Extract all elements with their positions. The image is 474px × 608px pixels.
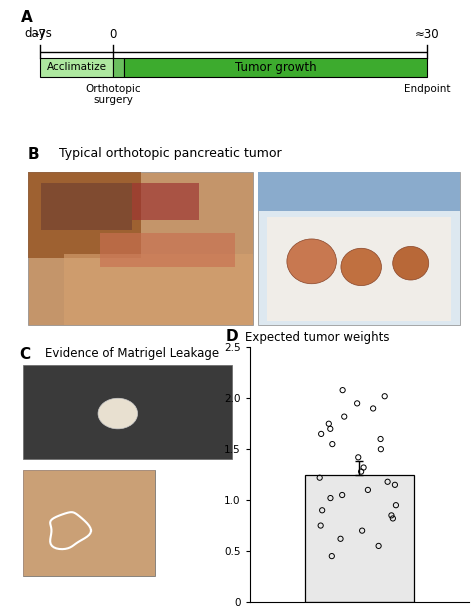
Text: Acclimatize: Acclimatize — [46, 62, 107, 72]
Text: D: D — [226, 330, 238, 344]
Bar — [132, 183, 199, 220]
Point — [357, 467, 365, 477]
Point — [391, 480, 399, 489]
Point — [388, 511, 395, 520]
Point — [316, 473, 323, 483]
Bar — [40, 58, 113, 77]
Point — [317, 520, 324, 530]
Bar — [23, 469, 155, 576]
Point — [325, 419, 333, 429]
Point — [327, 424, 334, 434]
Point — [327, 493, 334, 503]
Point — [339, 385, 346, 395]
Text: Endpoint: Endpoint — [404, 84, 451, 94]
Bar — [23, 365, 232, 460]
Bar — [267, 216, 451, 321]
Text: Typical orthotopic pancreatic tumor: Typical orthotopic pancreatic tumor — [60, 148, 282, 161]
Ellipse shape — [98, 398, 137, 429]
Ellipse shape — [287, 239, 337, 284]
Point — [338, 490, 346, 500]
Point — [377, 444, 384, 454]
Bar — [113, 58, 124, 77]
Text: B: B — [28, 148, 40, 162]
Point — [328, 439, 336, 449]
Ellipse shape — [392, 246, 429, 280]
Point — [360, 463, 367, 472]
Point — [340, 412, 348, 421]
Text: Expected tumor weights: Expected tumor weights — [245, 331, 389, 344]
Text: 0: 0 — [109, 29, 117, 41]
Point — [319, 505, 326, 515]
Point — [384, 477, 392, 486]
Point — [377, 434, 384, 444]
Ellipse shape — [341, 248, 382, 286]
Point — [318, 429, 325, 439]
Ellipse shape — [392, 246, 429, 280]
Bar — [304, 475, 414, 602]
Point — [355, 452, 362, 462]
Bar — [124, 58, 428, 77]
Text: Orthotopic
surgery: Orthotopic surgery — [85, 84, 141, 105]
Point — [389, 514, 397, 523]
Bar — [64, 254, 253, 325]
Bar — [258, 171, 460, 325]
Bar — [28, 171, 141, 258]
Point — [369, 404, 377, 413]
Text: -7: -7 — [34, 29, 46, 41]
Point — [337, 534, 344, 544]
Bar — [100, 233, 235, 267]
Point — [381, 392, 389, 401]
Bar — [23, 469, 155, 576]
Point — [392, 500, 400, 510]
Point — [353, 398, 361, 408]
Bar — [28, 171, 253, 325]
Text: Evidence of Matrigel Leakage: Evidence of Matrigel Leakage — [46, 347, 219, 361]
Text: C: C — [19, 347, 30, 362]
Ellipse shape — [341, 248, 382, 286]
Bar — [258, 171, 460, 211]
Bar — [42, 183, 132, 230]
Point — [358, 526, 366, 536]
Point — [364, 485, 372, 495]
Text: ≈30: ≈30 — [415, 29, 440, 41]
Point — [328, 551, 336, 561]
Point — [375, 541, 383, 551]
Text: A: A — [21, 10, 33, 25]
Ellipse shape — [287, 239, 337, 284]
Text: Tumor growth: Tumor growth — [235, 61, 316, 74]
Text: days: days — [24, 27, 52, 40]
